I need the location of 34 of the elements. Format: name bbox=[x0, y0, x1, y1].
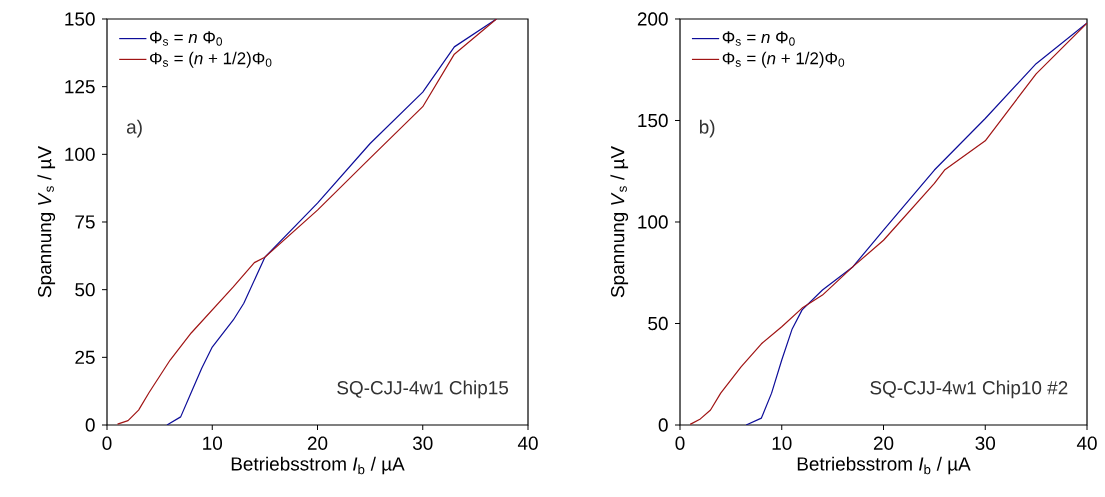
x-axis-title: Betriebsstrom I$_{b}$ / µA bbox=[231, 456, 405, 475]
y-tick-label: 0 bbox=[85, 418, 95, 432]
y-axis-title: Spannung V$_{s}$ / µV bbox=[610, 146, 629, 298]
legend-label: Φ$_{s}$ = (n + 1/2)Φ$_{0}$ bbox=[149, 51, 272, 68]
x-tick-label: 20 bbox=[873, 436, 894, 450]
x-tick-label: 0 bbox=[102, 436, 112, 450]
annotation: a) bbox=[126, 119, 142, 138]
x-tick-label: 0 bbox=[675, 436, 685, 450]
legend-label: Φ$_{s}$ = n Φ$_{0}$ bbox=[722, 31, 795, 46]
y-axis-title: Spannung V$_{s}$ / µV bbox=[37, 146, 56, 298]
x-tick-label: 40 bbox=[517, 436, 538, 450]
x-axis-title: Betriebsstrom I$_{b}$ / µA bbox=[797, 456, 971, 475]
x-tick-label: 10 bbox=[772, 436, 792, 450]
y-tick-label: 100 bbox=[638, 215, 668, 229]
x-tick-label: 40 bbox=[1076, 436, 1097, 450]
annotation: b) bbox=[699, 119, 715, 138]
x-tick-label: 30 bbox=[975, 436, 996, 450]
x-tick-label: 10 bbox=[203, 436, 223, 450]
y-tick-label: 200 bbox=[637, 12, 668, 26]
y-tick-label: 50 bbox=[75, 282, 95, 297]
y-tick-label: 0 bbox=[658, 418, 668, 432]
annotation: SQ-CJJ-4w1 Chip15 bbox=[337, 380, 509, 399]
legend-label: Φ$_{s}$ = n Φ$_{0}$ bbox=[149, 31, 223, 46]
x-tick-label: 20 bbox=[307, 436, 328, 450]
y-tick-label: 150 bbox=[638, 113, 668, 128]
y-tick-label: 100 bbox=[65, 147, 95, 162]
y-tick-label: 50 bbox=[648, 316, 668, 331]
y-tick-label: 150 bbox=[65, 12, 95, 26]
x-tick-label: 30 bbox=[412, 436, 433, 450]
y-tick-label: 25 bbox=[75, 350, 95, 365]
y-tick-label: 125 bbox=[65, 79, 95, 94]
y-tick-label: 75 bbox=[75, 215, 95, 229]
annotation: SQ-CJJ-4w1 Chip10 #2 bbox=[870, 380, 1068, 399]
legend-label: Φ$_{s}$ = (n + 1/2)Φ$_{0}$ bbox=[722, 51, 845, 68]
